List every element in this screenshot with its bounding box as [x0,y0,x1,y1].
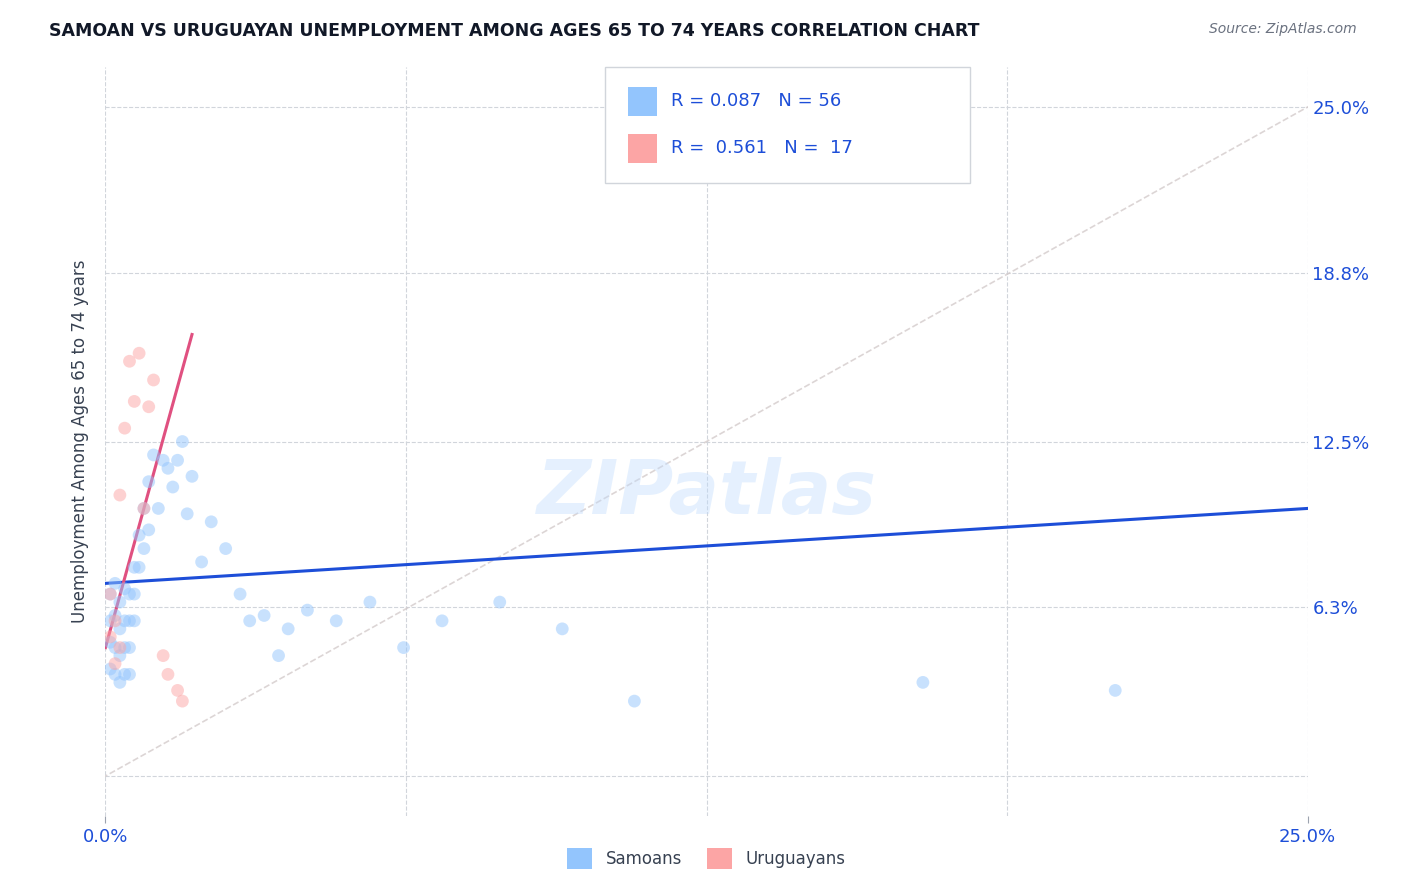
Point [156,667,179,681]
Point [124,614,146,628]
Point [162,480,184,494]
Text: R =  0.561   N =  17: R = 0.561 N = 17 [671,139,852,157]
Point [142,373,165,387]
Point [108,648,131,663]
Point [297,603,319,617]
Legend: Samoans, Uruguayans: Samoans, Uruguayans [561,842,852,875]
Point [118,640,141,655]
Point [229,587,252,601]
Text: SAMOAN VS URUGUAYAN UNEMPLOYMENT AMONG AGES 65 TO 74 YEARS CORRELATION CHART: SAMOAN VS URUGUAYAN UNEMPLOYMENT AMONG A… [49,22,980,40]
Point [114,640,136,655]
Point [128,346,150,360]
Point [190,555,212,569]
Point [138,475,160,489]
Point [128,560,150,574]
Point [128,528,150,542]
Point [98,614,121,628]
Point [104,614,127,628]
Point [166,453,188,467]
Point [108,640,131,655]
Point [359,595,381,609]
Point [138,400,160,414]
Point [430,614,453,628]
Y-axis label: Unemployment Among Ages 65 to 74 years: Unemployment Among Ages 65 to 74 years [70,260,89,624]
Point [138,523,160,537]
Point [623,694,645,708]
Point [108,488,131,502]
Point [104,667,127,681]
Point [214,541,236,556]
Point [132,501,155,516]
Point [104,657,127,671]
Point [124,560,146,574]
Point [172,434,194,449]
Point [152,453,174,467]
Point [98,587,121,601]
Point [108,595,131,609]
Point [132,501,155,516]
Point [239,614,262,628]
Point [104,576,127,591]
Point [98,635,121,649]
Point [551,622,574,636]
Point [176,507,198,521]
Point [98,630,121,644]
Point [114,614,136,628]
Text: Source: ZipAtlas.com: Source: ZipAtlas.com [1209,22,1357,37]
Point [118,667,141,681]
Point [156,461,179,475]
Point [104,640,127,655]
Point [108,675,131,690]
Point [124,587,146,601]
Text: ZIPatlas: ZIPatlas [537,458,876,531]
Point [118,614,141,628]
Point [118,354,141,368]
Point [172,694,194,708]
Point [132,541,155,556]
Point [267,648,290,663]
Point [114,667,136,681]
Point [253,608,276,623]
Point [181,469,204,483]
Point [325,614,347,628]
Point [277,622,299,636]
Point [118,587,141,601]
Point [104,608,127,623]
Point [124,394,146,409]
Point [114,421,136,435]
Point [98,662,121,676]
Point [392,640,415,655]
Point [200,515,222,529]
Point [1104,683,1126,698]
Point [911,675,934,690]
Point [142,448,165,462]
Text: R = 0.087   N = 56: R = 0.087 N = 56 [671,93,841,111]
Point [166,683,188,698]
Point [108,622,131,636]
Point [98,587,121,601]
Point [148,501,170,516]
Point [152,648,174,663]
Point [488,595,510,609]
Point [114,582,136,596]
